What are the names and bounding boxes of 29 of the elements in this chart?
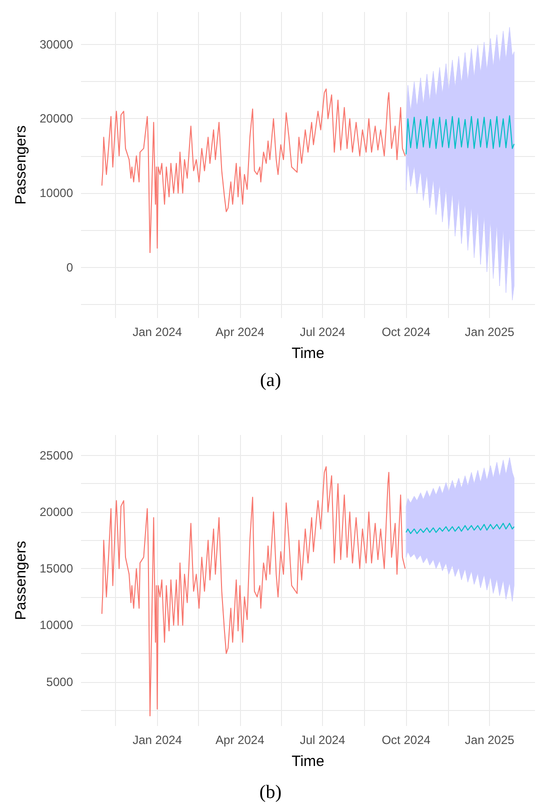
y-tick-label: 0 bbox=[66, 260, 74, 274]
x-axis-title: Time bbox=[292, 345, 324, 362]
y-tick-label: 5000 bbox=[46, 674, 74, 689]
line-series bbox=[101, 88, 406, 254]
x-tick-label: Jan 2025 bbox=[464, 733, 515, 747]
y-tick-label: 10000 bbox=[40, 618, 74, 632]
y-tick-label: 20000 bbox=[40, 504, 74, 519]
x-tick-label: Jul 2024 bbox=[300, 325, 346, 339]
y-tick-label: 15000 bbox=[40, 562, 74, 576]
y-axis-title: Passengers bbox=[12, 125, 30, 205]
x-tick-label: Jan 2025 bbox=[464, 325, 515, 339]
line-series bbox=[406, 522, 515, 534]
text: (a) bbox=[258, 370, 282, 392]
x-tick-label: Apr 2024 bbox=[216, 325, 265, 339]
y-tick-label: 30000 bbox=[40, 37, 74, 52]
y-tick-label: 25000 bbox=[40, 448, 74, 462]
y-axis-title: Passengers bbox=[12, 540, 30, 620]
x-tick-label: Oct 2024 bbox=[382, 733, 431, 747]
line-series bbox=[101, 466, 406, 716]
x-tick-label: Oct 2024 bbox=[382, 325, 431, 339]
x-tick-label: Apr 2024 bbox=[216, 733, 265, 747]
text: (b) bbox=[258, 782, 283, 804]
x-tick-label: Jan 2024 bbox=[132, 733, 182, 747]
y-tick-label: 10000 bbox=[40, 186, 74, 200]
y-tick-label: 20000 bbox=[40, 112, 74, 126]
x-tick-label: Jan 2024 bbox=[132, 325, 182, 339]
line-series bbox=[406, 115, 515, 155]
x-tick-label: Jul 2024 bbox=[300, 733, 346, 747]
x-axis-title: Time bbox=[292, 753, 324, 770]
